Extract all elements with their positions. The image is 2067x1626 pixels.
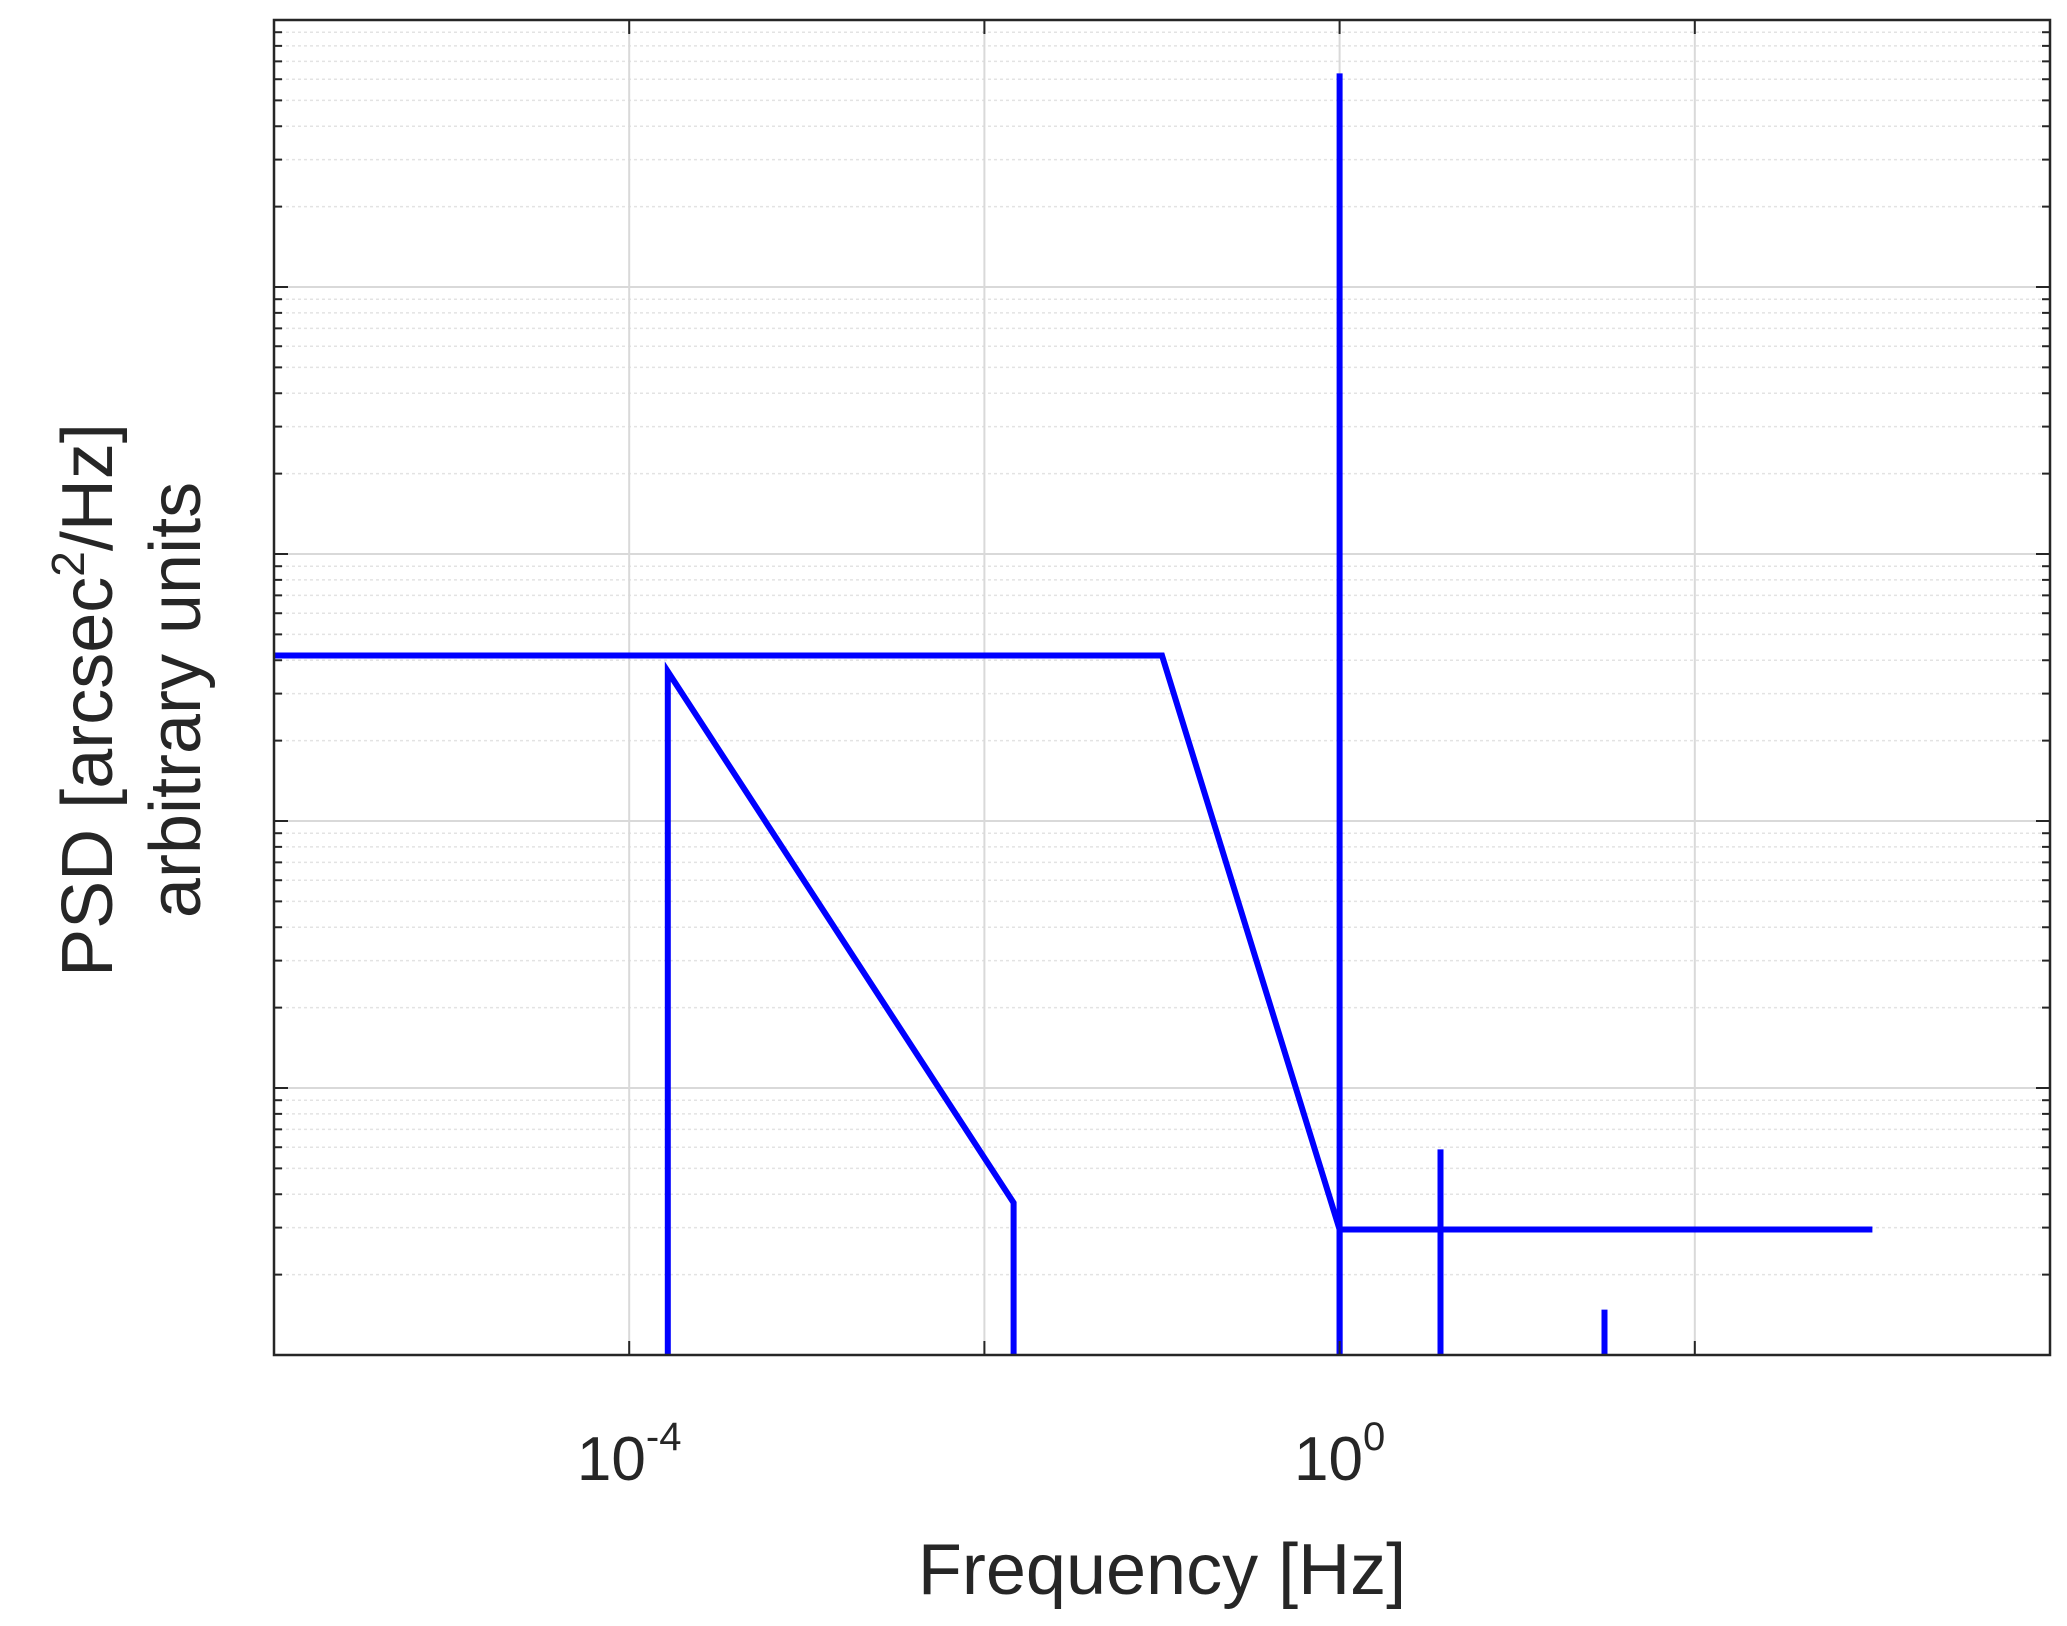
x-axis-label: Frequency [Hz] — [918, 1530, 1406, 1610]
y-axis-label: PSD [arcsec2/Hz] arbitrary units — [42, 423, 216, 977]
y-axis-label-line-1: PSD [arcsec2/Hz] — [42, 423, 128, 977]
series-line-2 — [664, 661, 1017, 1355]
x-tick-label: 100 — [1294, 1415, 1385, 1494]
plot-frame — [272, 18, 2052, 1357]
y-axis-label-line-2: arbitrary units — [136, 482, 216, 918]
x-tick-label: 10-4 — [577, 1415, 682, 1494]
x-tick-labels: 10-4 100 — [577, 1415, 1385, 1494]
axis-ticks — [274, 20, 2050, 1355]
series-layer — [274, 73, 1873, 1355]
